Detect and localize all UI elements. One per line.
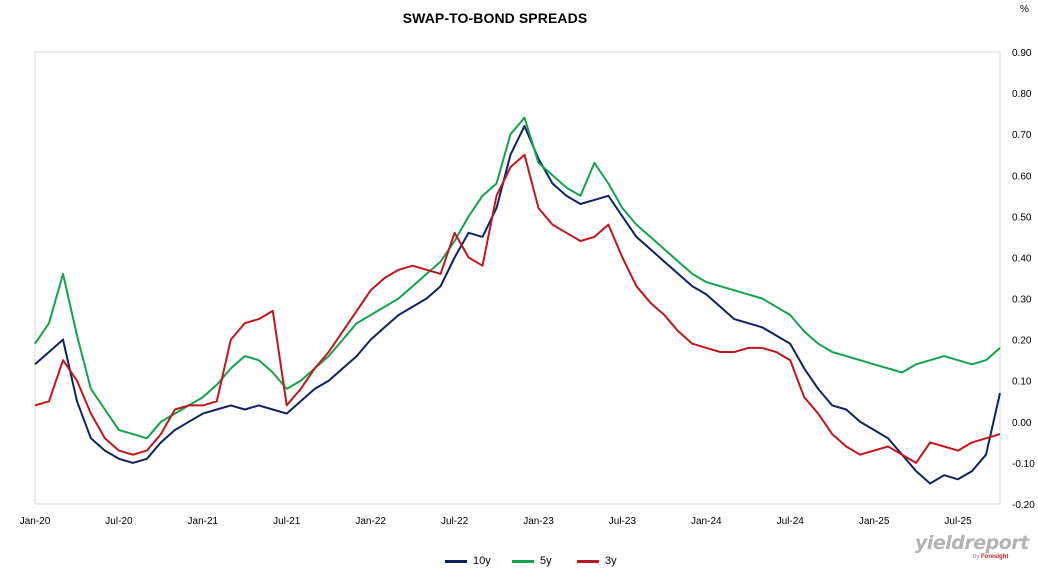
y-tick-label: -0.10 <box>1012 459 1035 470</box>
yieldreport-logo: yieldreport by Foresight <box>915 532 1029 568</box>
legend-item-3y: 3y <box>577 555 617 567</box>
y-tick-label: -0.20 <box>1012 500 1035 511</box>
x-tick-label: Jan-21 <box>188 516 219 527</box>
legend-swatch-10y <box>445 559 467 563</box>
plot-area <box>34 51 1001 505</box>
x-tick-label: Jan-25 <box>859 516 890 527</box>
legend-item-10y: 10y <box>445 555 491 567</box>
x-tick-label: Jan-23 <box>523 516 554 527</box>
x-tick-label: Jul-22 <box>441 516 469 527</box>
chart-title: SWAP-TO-BOND SPREADS <box>402 10 588 26</box>
y-tick-label: 0.20 <box>1012 336 1032 347</box>
series-group <box>34 116 1001 485</box>
y-axis: 0.90 0.80 0.70 0.60 0.50 0.40 0.30 0.20 0.10 0.00… <box>1012 48 1035 511</box>
y-tick-label: 0.50 <box>1012 212 1032 223</box>
logo-subtext: by Foresight <box>973 554 1008 560</box>
logo-sub-brand: Foresight <box>981 554 1009 560</box>
x-tick-label: Jan-24 <box>691 516 722 527</box>
legend-item-5y: 5y <box>512 555 552 567</box>
legend-label-10y: 10y <box>473 555 491 567</box>
logo-wordmark: yieldreport <box>915 532 1029 554</box>
chart-plot: Jan-20 Jul-20 Jan-21 Jul-21 Jan-22 Jul-22 Jan-… <box>20 48 1036 527</box>
x-tick-label: Jan-22 <box>355 516 386 527</box>
x-tick-label: Jul-23 <box>609 516 637 527</box>
y-tick-label: 0.80 <box>1012 89 1032 100</box>
x-axis: Jan-20 Jul-20 Jan-21 Jul-21 Jan-22 Jul-22 Jan-… <box>20 516 972 527</box>
y-tick-label: 0.60 <box>1012 171 1032 182</box>
x-tick-label: Jul-24 <box>777 516 805 527</box>
y-tick-label: 0.10 <box>1012 377 1032 388</box>
x-tick-label: Jul-20 <box>105 516 133 527</box>
series-line-10y <box>34 125 1001 485</box>
legend-swatch-5y <box>512 559 534 563</box>
y-tick-label: 0.30 <box>1012 295 1032 306</box>
logo-sub-prefix: by <box>973 554 980 560</box>
y-tick-label: 0.70 <box>1012 130 1032 141</box>
legend-swatch-3y <box>577 559 599 563</box>
unit-label: % <box>1020 4 1029 15</box>
x-tick-label: Jul-21 <box>273 516 301 527</box>
y-tick-label: 0.40 <box>1012 253 1032 264</box>
series-line-3y <box>34 153 1001 464</box>
y-tick-label: 0.90 <box>1012 48 1032 59</box>
legend: 10y 5y 3y <box>0 555 1038 573</box>
y-tick-label: 0.00 <box>1012 418 1032 429</box>
legend-label-3y: 3y <box>605 555 617 567</box>
legend-label-5y: 5y <box>540 555 552 567</box>
series-line-5y <box>34 116 1001 440</box>
x-tick-label: Jul-25 <box>944 516 972 527</box>
x-tick-label: Jan-20 <box>20 516 51 527</box>
